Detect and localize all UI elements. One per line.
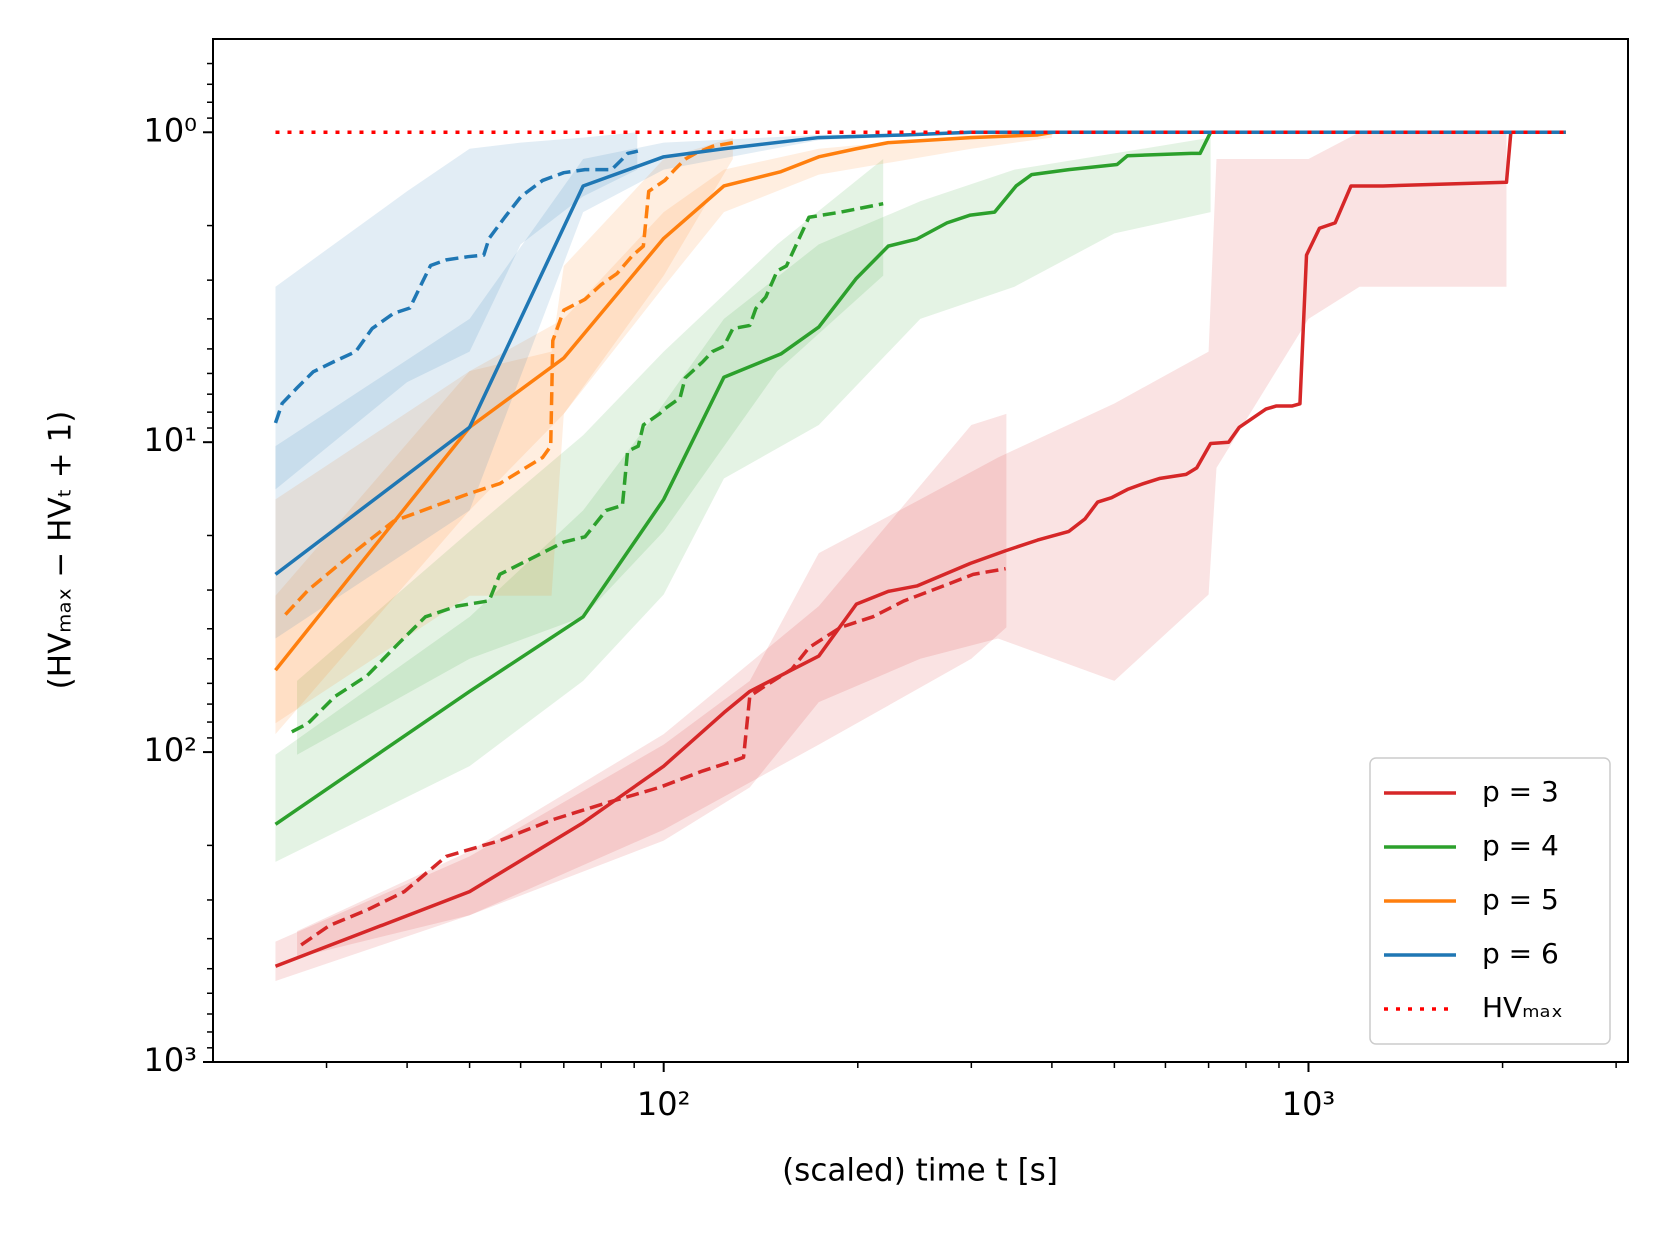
dashed-line: [273, 149, 639, 424]
y-tick-label: 10⁰: [143, 111, 197, 149]
range-band: [275, 132, 638, 490]
legend-box: [1369, 757, 1611, 1045]
legend: p = 3 p = 4 p = 5 p = 6 HVₘₐₓ: [1369, 757, 1611, 1045]
legend-label: p = 4: [1482, 829, 1559, 862]
x-tick-label: 10²: [637, 1085, 691, 1123]
legend-label: p = 6: [1482, 937, 1559, 970]
x-tick-label: 10³: [1282, 1085, 1336, 1123]
dashed-line: [290, 201, 884, 734]
axes: 10² 10³ 10⁰ 10¹ 10² 10³: [143, 38, 1629, 1123]
range-band: [275, 132, 1507, 982]
range-band: [275, 137, 733, 724]
line: [274, 130, 1566, 826]
plot-frame: [212, 38, 1629, 1063]
x-axis-label: (scaled) time t [s]: [782, 1153, 1058, 1189]
y-tick-label: 10³: [143, 1041, 197, 1079]
y-tick-label: 10²: [143, 731, 197, 769]
legend-label: p = 5: [1482, 883, 1559, 916]
line: [274, 130, 1566, 968]
lines: [273, 130, 1566, 968]
dashed-line: [300, 566, 1006, 947]
legend-label: p = 3: [1482, 775, 1559, 808]
y-tick-label: 10¹: [143, 421, 197, 459]
dashed-line: [284, 140, 734, 616]
line: [274, 130, 1566, 672]
bands: [275, 132, 1507, 982]
legend-label: HVₘₐₓ: [1482, 991, 1563, 1024]
y-axis-label: (HVₘₐₓ − HVₜ + 1): [43, 411, 79, 690]
range-band: [275, 132, 972, 639]
range-band: [275, 137, 1211, 862]
range-band: [275, 132, 1052, 735]
range-band: [297, 159, 884, 755]
range-band: [297, 413, 1007, 958]
